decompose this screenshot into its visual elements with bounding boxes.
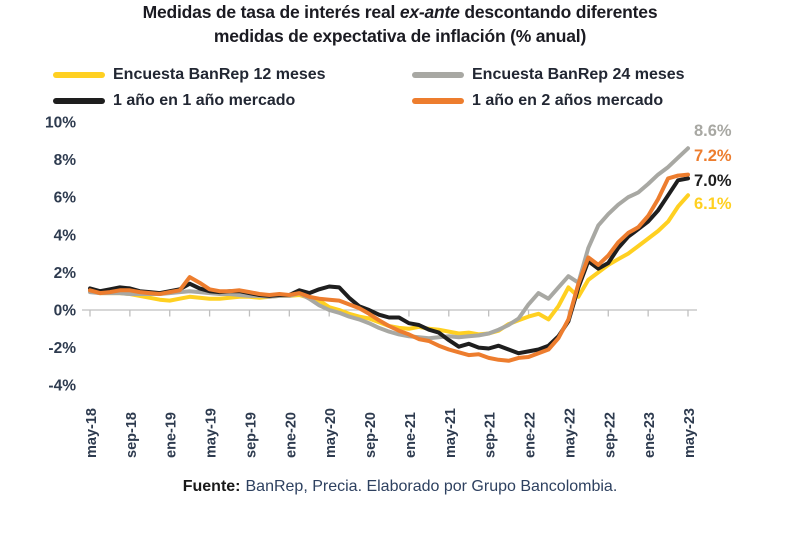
source-text: BanRep, Precia. Elaborado por Grupo Banc… (245, 478, 618, 495)
x-axis-tick-label: ene-22 (523, 412, 539, 458)
legend-swatch-yellow (53, 72, 105, 78)
x-axis-tick-label: sep-21 (483, 412, 499, 458)
title-italic-text: ex-ante (399, 2, 460, 22)
y-axis-tick-label: 8% (54, 152, 77, 169)
x-axis-tick-label: may-20 (323, 408, 339, 458)
x-axis-tick-label: may-18 (84, 408, 100, 458)
chart-title-line1: Medidas de tasa de interés real ex-ante … (0, 0, 800, 24)
source-label: Fuente: (182, 478, 241, 495)
x-axis-tick-label: ene-23 (642, 412, 658, 458)
legend-swatch-gray (412, 72, 464, 78)
y-axis-tick-label: -4% (48, 378, 76, 395)
end-value-label-1: 8.6% (694, 122, 732, 140)
title-text: Medidas de tasa de interés real (142, 2, 400, 22)
legend-label: 1 año en 2 años mercado (472, 92, 664, 109)
x-axis-tick-label: may-22 (562, 408, 578, 458)
x-axis-tick-label: sep-22 (602, 412, 618, 458)
x-axis-tick-label: ene-19 (164, 412, 180, 458)
title-text: descontando diferentes (459, 2, 658, 22)
x-axis-tick-label: sep-18 (124, 412, 140, 458)
x-axis-tick-label: sep-19 (243, 412, 259, 458)
x-axis-tick-label: ene-21 (403, 412, 419, 458)
y-axis-tick-label: 4% (54, 227, 77, 244)
x-axis-tick-label: may-19 (204, 408, 220, 458)
x-axis-tick-label: may-21 (443, 408, 459, 458)
legend-item-1y2y-mercado: 1 año en 2 años mercado (412, 92, 663, 110)
legend-label: Encuesta BanRep 24 meses (472, 66, 685, 83)
series-line-1 (88, 146, 690, 341)
y-axis-tick-label: 2% (54, 265, 77, 282)
chart-title: Medidas de tasa de interés real ex-ante … (0, 0, 800, 48)
end-value-label-0: 6.1% (694, 195, 732, 213)
end-value-label-2: 7.0% (694, 172, 732, 190)
legend-label: 1 año en 1 año mercado (113, 92, 296, 109)
series-line-3 (88, 172, 690, 363)
y-axis-tick-label: 10% (45, 115, 76, 132)
legend-label: Encuesta BanRep 12 meses (113, 66, 326, 83)
y-axis-tick-label: 0% (54, 303, 77, 320)
x-axis-tick-label: may-23 (682, 408, 698, 458)
chart-title-line2: medidas de expectativa de inflación (% a… (213, 26, 587, 46)
y-axis-tick-label: 6% (54, 190, 77, 207)
x-axis-tick-label: sep-20 (363, 412, 379, 458)
end-value-label-3: 7.2% (694, 147, 732, 165)
legend-swatch-black (53, 98, 105, 104)
legend-swatch-orange (412, 98, 464, 104)
chart-legend: Encuesta BanRep 12 meses Encuesta BanRep… (0, 0, 800, 120)
chart-plot: may-18 sep-18 ene-19 may-19 sep-19 ene-20 may-… (45, 115, 732, 459)
source-note: Fuente: BanRep, Precia. Elaborado por Gru… (0, 478, 800, 496)
legend-item-encuesta-banrep-12m: Encuesta BanRep 12 meses (53, 66, 326, 84)
legend-item-1y1y-mercado: 1 año en 1 año mercado (53, 92, 295, 110)
legend-item-encuesta-banrep-24m: Encuesta BanRep 24 meses (412, 66, 685, 84)
y-axis-tick-label: -2% (48, 340, 76, 357)
x-axis-tick-label: ene-20 (283, 412, 299, 458)
